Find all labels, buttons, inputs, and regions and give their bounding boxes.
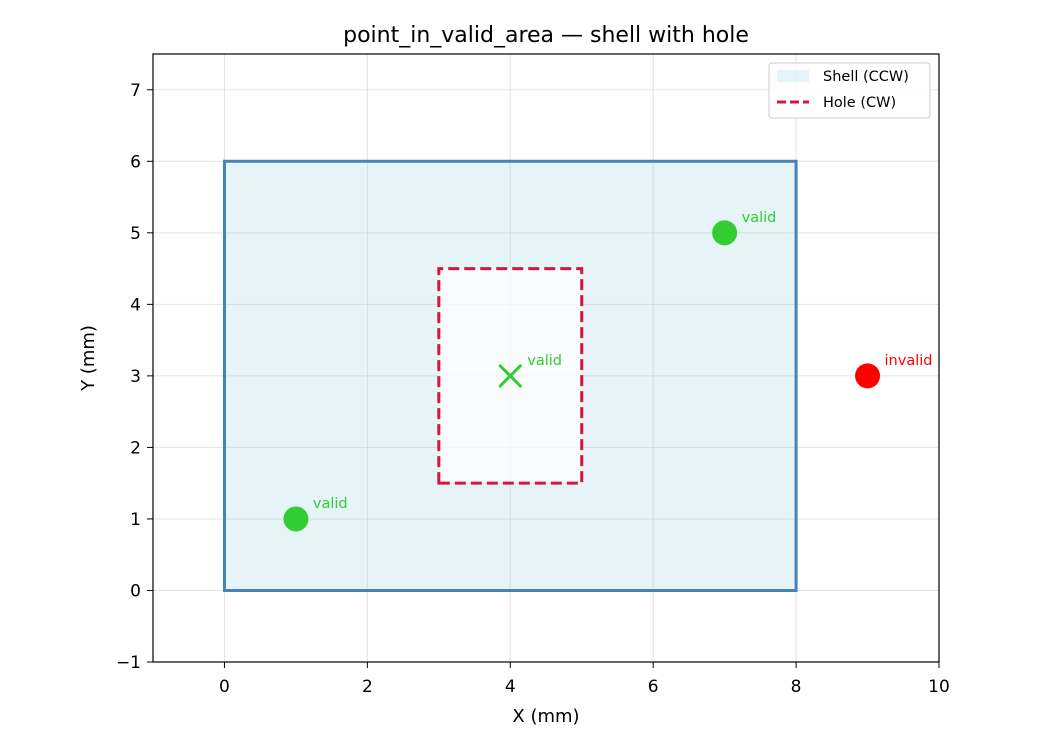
legend-swatch bbox=[777, 70, 809, 82]
x-tick-label: 6 bbox=[648, 677, 659, 697]
legend-box bbox=[768, 62, 931, 119]
point-label: valid bbox=[313, 496, 348, 512]
y-tick-label: 2 bbox=[130, 438, 141, 458]
x-axis-title: X (mm) bbox=[512, 706, 579, 727]
y-tick-label: 1 bbox=[130, 510, 141, 530]
axis-ticks: 0 2 4 6 8 10 −1 0 1 2 3 4 5 6 7 bbox=[116, 81, 950, 697]
point-marker bbox=[283, 506, 309, 532]
legend-label: Shell (CCW) bbox=[823, 69, 909, 85]
y-tick-label: 3 bbox=[130, 367, 141, 387]
x-tick-label: 10 bbox=[928, 677, 950, 697]
y-tick-label: 0 bbox=[130, 581, 141, 601]
point-label: valid bbox=[742, 210, 777, 226]
x-tick-label: 4 bbox=[505, 677, 516, 697]
y-axis-title: Y (mm) bbox=[78, 325, 99, 392]
y-tick-label: 4 bbox=[130, 295, 141, 315]
x-tick-label: 2 bbox=[362, 677, 373, 697]
x-tick-label: 0 bbox=[219, 677, 230, 697]
legend: Shell (CCW) Hole (CW) bbox=[768, 62, 931, 119]
chart-title: point_in_valid_area — shell with hole bbox=[343, 23, 749, 48]
legend-label: Hole (CW) bbox=[823, 95, 896, 111]
point-marker-x bbox=[498, 363, 523, 388]
y-tick-label: 6 bbox=[130, 152, 141, 172]
point-marker bbox=[855, 363, 881, 389]
point-marker bbox=[712, 220, 738, 246]
plot-frame bbox=[152, 53, 940, 663]
y-tick-label: −1 bbox=[116, 653, 141, 673]
point-layer: valid valid valid invalid bbox=[283, 210, 932, 532]
x-tick-label: 8 bbox=[791, 677, 802, 697]
point-label: invalid bbox=[885, 353, 933, 369]
y-tick-label: 5 bbox=[130, 224, 141, 244]
point-label: valid bbox=[527, 353, 562, 369]
y-tick-label: 7 bbox=[130, 81, 141, 101]
